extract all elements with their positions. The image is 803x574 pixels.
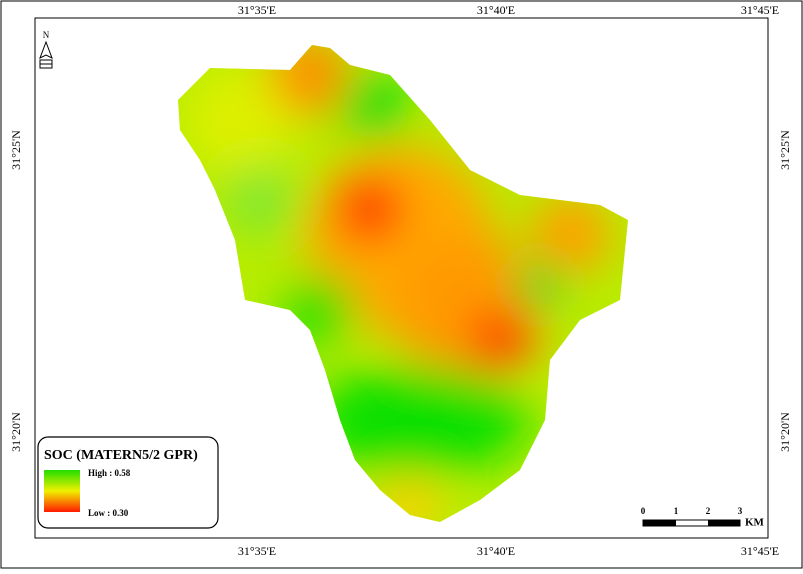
scale-tick-label: 2	[706, 506, 711, 516]
frame-label: 31°40'E	[477, 544, 515, 558]
north-label: N	[43, 30, 50, 40]
blob	[340, 70, 410, 140]
frame-label: 31°45'E	[741, 544, 779, 558]
frame-label: 31°25'N	[778, 130, 792, 170]
surface-blobs	[185, 45, 610, 522]
frame-label: 31°35'E	[238, 3, 276, 17]
frame-label: 31°40'E	[477, 3, 515, 17]
scale-tick-label: 0	[641, 506, 646, 516]
scale-tick-label: 1	[674, 506, 679, 516]
north-arrow-head	[39, 40, 53, 60]
blob	[470, 310, 530, 370]
north-arrow-base	[39, 59, 53, 69]
blob	[225, 165, 295, 235]
legend-high: High : 0.58	[88, 468, 131, 478]
blob	[395, 235, 545, 385]
blob	[530, 195, 610, 275]
legend-title: SOC (MATERN5/2 GPR)	[44, 448, 198, 463]
scale-unit: KM	[745, 517, 765, 529]
blob	[185, 65, 295, 175]
scale-bar: 0 1 2 3 KM	[641, 506, 765, 528]
frame-label: 31°35'E	[238, 544, 276, 558]
scale-bar-segment	[708, 520, 740, 526]
frame-label: 31°45'E	[741, 3, 779, 17]
legend-ramp	[44, 470, 80, 512]
scale-bar-segment	[643, 520, 676, 526]
legend: SOC (MATERN5/2 GPR) High : 0.58 Low : 0.…	[37, 436, 219, 529]
blob	[338, 178, 402, 242]
north-arrow: N	[39, 30, 53, 69]
legend-low: Low : 0.30	[88, 508, 129, 518]
blob	[310, 365, 530, 475]
frame-label: 31°25'N	[9, 130, 23, 170]
scale-tick-label: 3	[738, 506, 743, 516]
legend-box	[37, 436, 219, 529]
frame-label: 31°20'N	[9, 412, 23, 452]
blob	[515, 260, 565, 310]
frame-label: 31°20'N	[778, 412, 792, 452]
